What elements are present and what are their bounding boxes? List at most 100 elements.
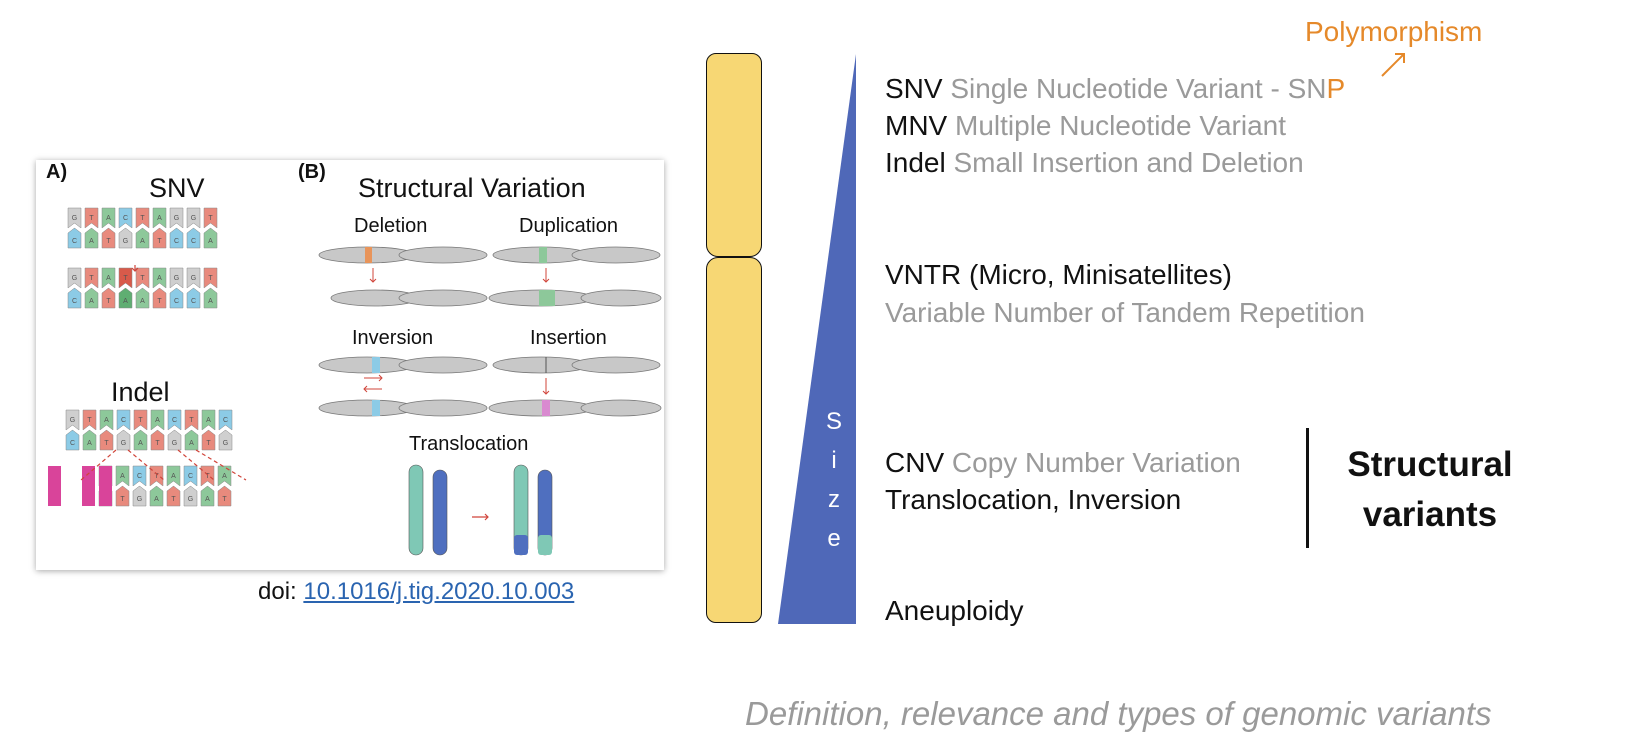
indel-bottom-base: G: [218, 429, 233, 451]
snv-top-base: T: [135, 207, 150, 229]
snv-mut-bottom-letter: A: [89, 298, 94, 305]
indel-top-letter: C: [223, 417, 228, 424]
snv-mut-bottom-letter: C: [174, 298, 179, 305]
indel-mut-bottom-letter: G: [188, 496, 193, 503]
snv-top-base: G: [67, 207, 82, 229]
snv-bottom-base: A: [135, 227, 150, 249]
snv-mut-top-base: G: [169, 267, 184, 289]
snv-desc-p: P: [1326, 73, 1346, 104]
cnv-line: CNV Copy Number Variation: [885, 446, 1241, 480]
sv-chromosomes: [318, 246, 662, 556]
snv-bottom-base: C: [186, 227, 201, 249]
size-letter-z: z: [828, 486, 840, 513]
aneuploidy-line: Aneuploidy: [885, 594, 1024, 628]
translocation-text: Translocation, Inversion: [885, 484, 1182, 515]
snv-top-letter: A: [157, 215, 162, 222]
snv-abbr: SNV: [885, 73, 943, 104]
indel-mut-bottom-base: A: [200, 485, 215, 507]
indel-mut-top-base: C: [183, 465, 198, 487]
snv-mut-bottom-letter: T: [106, 298, 111, 305]
snv-mut-top-letter: T: [123, 275, 128, 282]
snv-mut-top-base: T: [118, 267, 133, 289]
indel-mut-top-base: T: [200, 465, 215, 487]
snv-top-letter: G: [191, 215, 196, 222]
panel-a-label: A): [46, 161, 67, 183]
variant-types-figure: A) (B) SNV Indel Structural Variation De…: [46, 161, 662, 556]
snv-top-base: C: [118, 207, 133, 229]
doi-link[interactable]: 10.1016/j.tig.2020.10.003: [303, 578, 575, 605]
snv-top-base: A: [152, 207, 167, 229]
indel-bottom-base: T: [99, 429, 114, 451]
snv-mut-top-letter: A: [157, 275, 162, 282]
indel-mut-bottom-base: T: [217, 485, 232, 507]
snv-mut-top-letter: T: [208, 275, 213, 282]
snv-mut-bottom-base: T: [152, 287, 167, 309]
indel-mut-bottom-base: T: [115, 485, 130, 507]
indel-bottom-base: A: [82, 429, 97, 451]
snv-bottom-base: C: [169, 227, 184, 249]
snv-mut-bottom-base: C: [169, 287, 184, 309]
snv-line: SNV Single Nucleotide Variant - SNP: [885, 72, 1345, 106]
indel-top-letter: A: [155, 417, 160, 424]
snv-bottom-letter: A: [89, 238, 94, 245]
snv-arrow: [131, 265, 139, 272]
snv-bottom-letter: C: [191, 238, 196, 245]
indel-top-letter: T: [138, 417, 143, 424]
snv-bottom-letter: C: [72, 238, 77, 245]
snv-top-letter: G: [174, 215, 179, 222]
panel-b-label: (B): [298, 161, 326, 183]
snv-mut-top-letter: T: [140, 275, 145, 282]
indel-top-base: C: [218, 409, 233, 431]
snv-mut-bottom-letter: A: [140, 298, 145, 305]
mnv-desc: Multiple Nucleotide Variant: [955, 110, 1286, 141]
doi-reference: doi: 10.1016/j.tig.2020.10.003: [258, 578, 574, 606]
snv-top-letter: T: [89, 215, 94, 222]
indel-top-base: A: [201, 409, 216, 431]
indel-bottom-letter: T: [155, 440, 160, 447]
indel-line: Indel Small Insertion and Deletion: [885, 146, 1304, 180]
indel-top-letter: A: [206, 417, 211, 424]
indel-mut-top-letter: A: [222, 473, 227, 480]
indel-mut-top-base: T: [149, 465, 164, 487]
size-letter-s: S: [825, 408, 842, 435]
indel-desc: Small Insertion and Deletion: [953, 147, 1304, 178]
indel-top-base: T: [133, 409, 148, 431]
snv-top-base: T: [203, 207, 218, 229]
snv-bottom-letter: G: [123, 238, 128, 245]
snv-mut-top-base: A: [152, 267, 167, 289]
snv-mut-top-base: G: [186, 267, 201, 289]
snv-mut-bottom-letter: T: [157, 298, 162, 305]
indel-mut-bottom-letter: T: [120, 496, 125, 503]
indel-mut-top-base: A: [166, 465, 181, 487]
indel-mut-bottom-base: G: [183, 485, 198, 507]
indel-bottom-letter: A: [189, 440, 194, 447]
snv-mut-top-letter: G: [174, 275, 179, 282]
inserted-base-block: [99, 466, 112, 506]
figure-image: A) (B) SNV Indel Structural Variation De…: [36, 160, 664, 570]
indel-bottom-base: G: [116, 429, 131, 451]
indel-title: Indel: [111, 377, 170, 407]
snv-mut-bottom-letter: A: [208, 298, 213, 305]
snv-top-letter: C: [123, 215, 128, 222]
indel-mut-top-letter: C: [188, 473, 193, 480]
snv-bottom-letter: C: [174, 238, 179, 245]
indel-mut-bottom-letter: A: [154, 496, 159, 503]
caption: Definition, relevance and types of genom…: [745, 695, 1492, 732]
indel-dashed-lines: [80, 449, 247, 481]
snv-mut-bottom-base: C: [67, 287, 82, 309]
sv-title: Structural Variation: [358, 173, 586, 203]
snv-bottom-base: C: [67, 227, 82, 249]
indel-bottom-base: A: [133, 429, 148, 451]
snv-bottom-letter: A: [140, 238, 145, 245]
snv-bottom-letter: T: [106, 238, 111, 245]
size-letter-i: i: [831, 447, 837, 474]
snv-bottom-base: T: [101, 227, 116, 249]
indel-top-letter: A: [104, 417, 109, 424]
snv-mut-bottom-letter: C: [72, 298, 77, 305]
chromosome-long-arm: [706, 257, 762, 623]
polymorphism-label: Polymorphism: [1305, 16, 1483, 47]
indel-top-base: A: [150, 409, 165, 431]
indel-bottom-letter: A: [138, 440, 143, 447]
snv-top-base: T: [84, 207, 99, 229]
snv-bottom-base: A: [203, 227, 218, 249]
